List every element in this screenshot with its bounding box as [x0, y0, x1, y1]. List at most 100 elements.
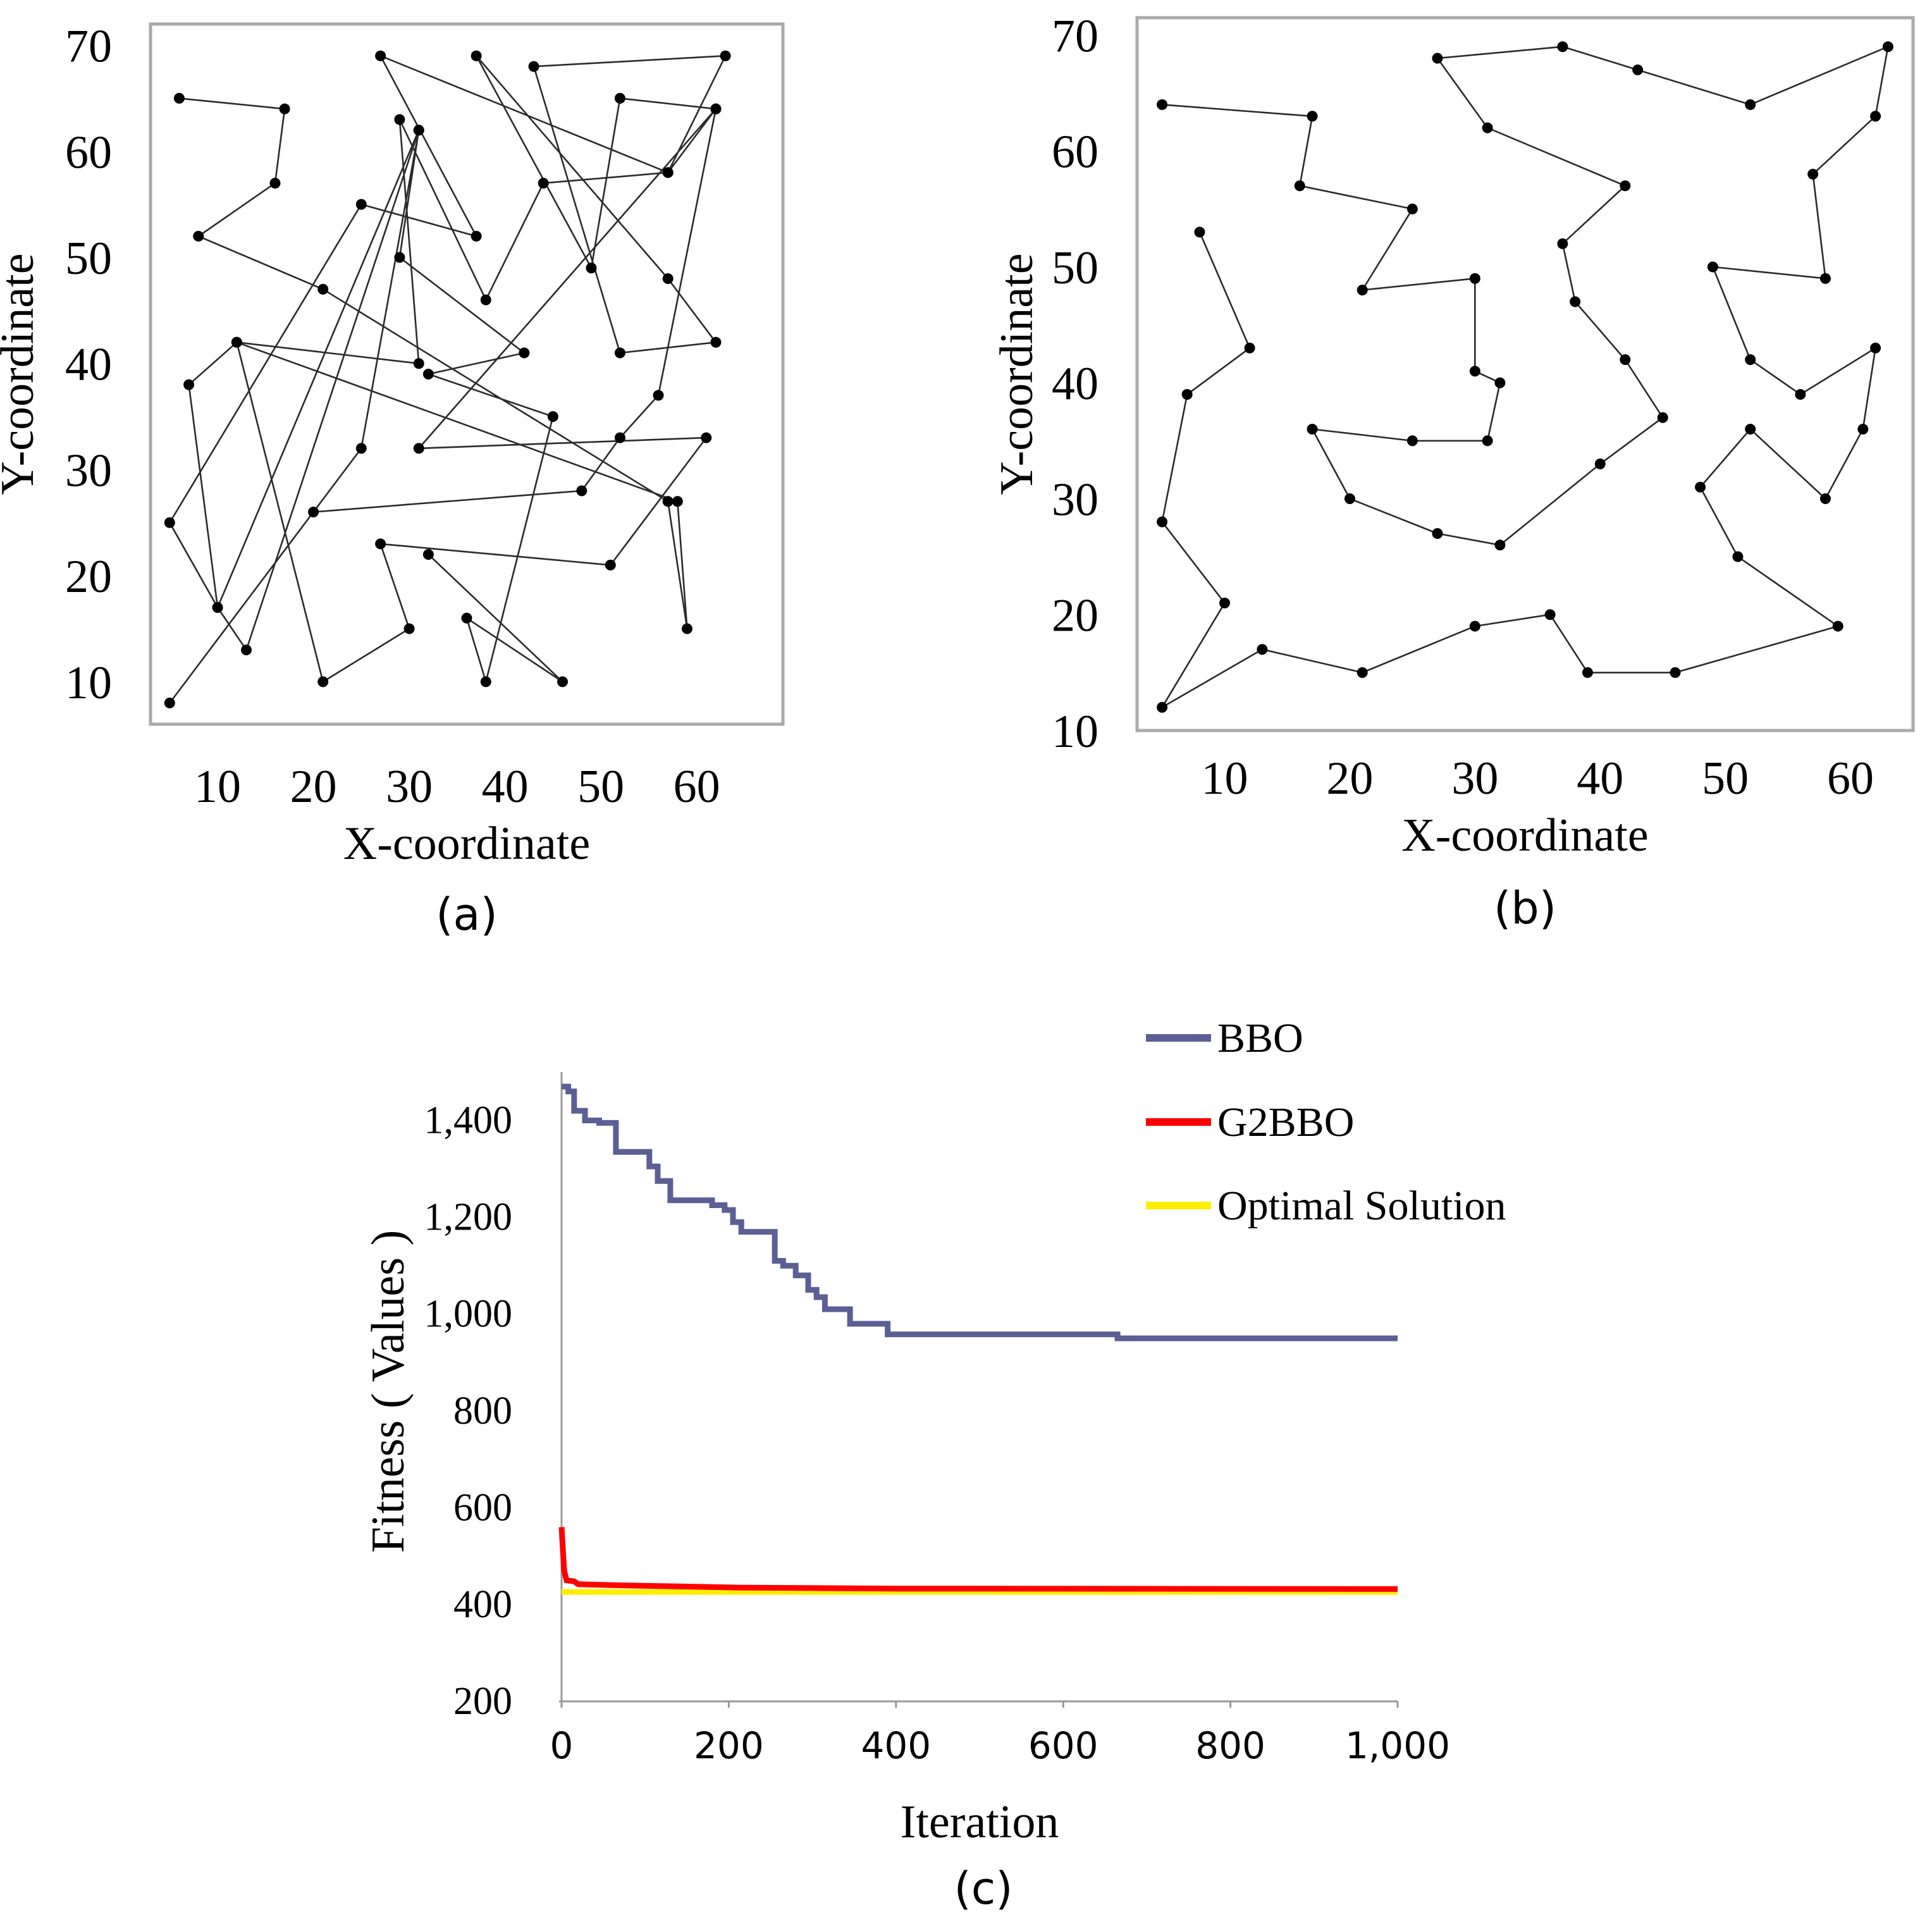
y-axis-title: Fitness ( Values )	[362, 1230, 414, 1553]
city-point	[1406, 435, 1418, 447]
city-point	[269, 178, 281, 189]
y-tick-label: 200	[453, 1680, 512, 1723]
city-point	[480, 294, 491, 305]
city-point	[1469, 366, 1480, 377]
city-point	[308, 507, 319, 518]
city-point	[557, 676, 569, 688]
city-point	[241, 644, 252, 656]
x-tick-label: 30	[1451, 753, 1498, 805]
city-point	[1819, 273, 1831, 284]
city-point	[1557, 238, 1568, 249]
city-point	[662, 167, 674, 178]
figure-caption: (c)	[954, 1863, 1012, 1915]
x-tick-label: 40	[482, 761, 529, 813]
city-point	[1807, 168, 1819, 180]
y-tick-label: 20	[65, 551, 112, 603]
city-point	[480, 676, 491, 688]
city-point	[375, 50, 386, 61]
city-point	[1432, 527, 1443, 539]
city-point	[1544, 609, 1556, 620]
city-point	[672, 496, 683, 507]
x-tick-label: 60	[674, 761, 720, 813]
city-point	[1832, 620, 1843, 632]
city-point	[1494, 540, 1506, 551]
y-tick-label: 1,400	[424, 1099, 513, 1142]
y-tick-label: 60	[65, 126, 112, 178]
city-point	[1344, 493, 1355, 504]
city-point	[710, 103, 722, 114]
city-point	[1157, 99, 1168, 110]
x-tick-label: 50	[1702, 753, 1749, 805]
y-tick-label: 10	[65, 657, 112, 709]
city-point	[1657, 412, 1668, 423]
city-point	[1745, 99, 1756, 110]
city-point	[422, 369, 434, 379]
city-point	[1181, 389, 1193, 400]
tour-route-line	[1161, 46, 1889, 708]
legend-label: Optimal Solution	[1217, 1183, 1506, 1229]
city-point	[1194, 226, 1205, 238]
city-point	[720, 50, 731, 61]
city-point	[413, 125, 424, 136]
x-tick-label: 40	[1577, 753, 1623, 805]
city-point	[1307, 424, 1318, 435]
city-point	[1469, 620, 1480, 632]
city-point	[605, 559, 616, 570]
city-point	[471, 50, 482, 61]
y-axis-title: Y-coordinate	[0, 253, 44, 495]
figure-caption: (a)	[436, 889, 498, 940]
city-point	[173, 92, 185, 104]
series-line-bbo	[562, 1083, 1398, 1341]
y-axis-title: Y-coordinate	[991, 253, 1043, 495]
x-tick-label: 600	[1028, 1724, 1098, 1767]
city-point	[1745, 354, 1756, 366]
x-tick-label: 20	[1326, 753, 1373, 805]
city-point	[1482, 122, 1493, 133]
plot-frame	[1135, 16, 1915, 732]
city-point	[1357, 667, 1368, 678]
city-point	[394, 114, 405, 125]
x-tick-label: 1,000	[1345, 1724, 1450, 1767]
y-tick-label: 10	[1052, 706, 1098, 758]
city-point	[422, 549, 434, 560]
y-tick-label: 30	[65, 445, 112, 496]
city-point	[614, 92, 625, 104]
city-point	[701, 432, 712, 443]
city-point	[1594, 459, 1606, 470]
y-tick-label: 30	[1052, 474, 1098, 526]
city-point	[1257, 644, 1268, 655]
city-point	[375, 538, 386, 550]
panel-c-convergence-chart: 0 200 400 600 800 1,000 200 400 600 800 1,000 1,200…	[362, 1015, 1506, 1915]
city-point	[519, 347, 530, 359]
city-point	[1406, 203, 1418, 214]
city-point	[164, 697, 175, 708]
city-point	[1482, 435, 1493, 447]
city-point	[662, 496, 674, 507]
city-point	[1582, 667, 1593, 678]
y-tick-label: 60	[1052, 126, 1098, 178]
legend-label: BBO	[1217, 1015, 1303, 1061]
city-point	[317, 676, 329, 688]
city-point	[231, 336, 242, 348]
y-tick-label: 40	[65, 339, 112, 391]
x-axis-title: Iteration	[901, 1796, 1059, 1848]
figure-caption: (b)	[1494, 882, 1556, 934]
city-point	[1494, 377, 1506, 388]
y-tick-label: 1,000	[424, 1293, 513, 1336]
city-point	[1357, 285, 1368, 296]
plot-frame	[149, 22, 785, 726]
city-point	[653, 390, 664, 401]
city-point	[1745, 424, 1756, 435]
city-point	[461, 612, 472, 624]
x-tick-label: 30	[386, 761, 433, 813]
city-point	[413, 443, 424, 454]
city-point	[538, 178, 549, 189]
city-point	[681, 623, 692, 634]
city-point	[403, 623, 415, 634]
city-point	[1157, 701, 1168, 713]
y-tick-label: 400	[453, 1583, 512, 1626]
city-point	[1695, 481, 1706, 493]
y-tick-label: 70	[1052, 10, 1098, 62]
city-point	[547, 411, 558, 422]
x-tick-label: 20	[290, 761, 337, 813]
